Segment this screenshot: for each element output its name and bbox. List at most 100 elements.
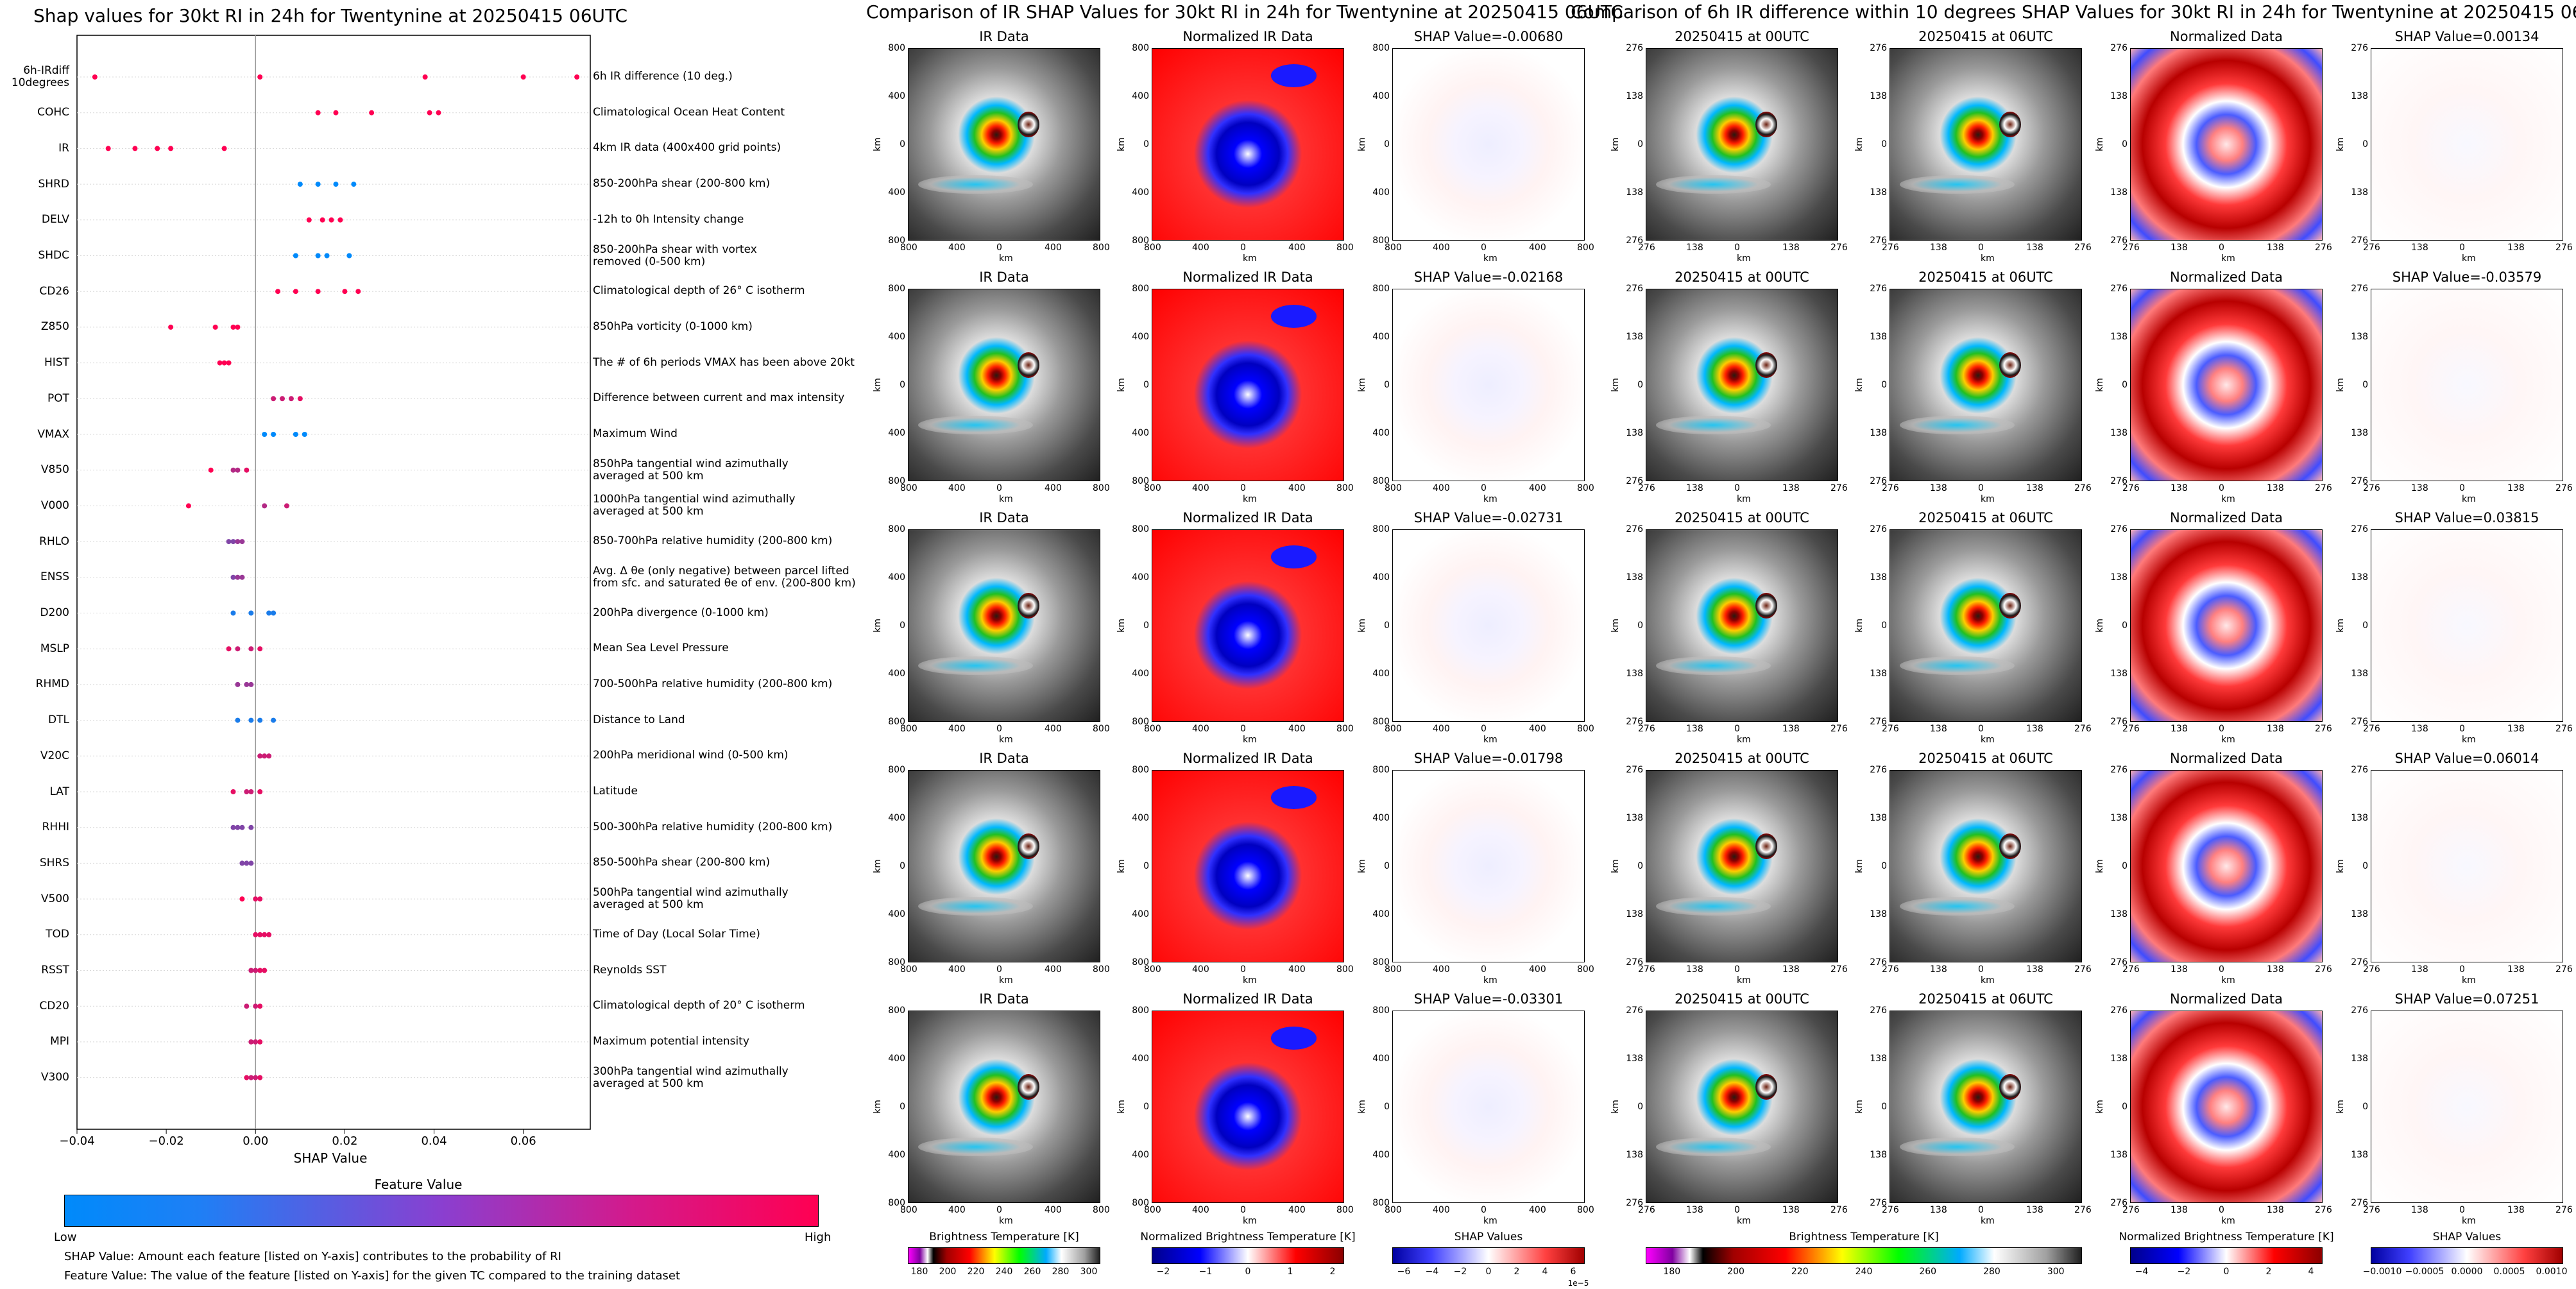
x-tick-label: 800 bbox=[1385, 243, 1402, 253]
y-tick-label: 400 bbox=[1372, 1150, 1390, 1160]
x-tick-label: 138 bbox=[1782, 724, 1800, 734]
storm-feature-icon bbox=[1017, 833, 1039, 860]
x-tick-label: 800 bbox=[1336, 1205, 1354, 1215]
feature-label: Z850 bbox=[40, 320, 69, 334]
y-tick-label: 800 bbox=[888, 43, 905, 53]
x-tick-label: 0 bbox=[1240, 483, 1246, 493]
x-tick-label: 800 bbox=[1093, 724, 1110, 734]
x-tick-label: 0 bbox=[1481, 243, 1487, 253]
subplot-title: 20250415 at 06UTC bbox=[1918, 29, 2053, 44]
subplot-title: SHAP Value=-0.02731 bbox=[1413, 510, 1564, 525]
shap-diff-image bbox=[2371, 48, 2563, 241]
subplot-title: SHAP Value=-0.03579 bbox=[2392, 269, 2542, 285]
y-tick-label: 138 bbox=[1870, 91, 1887, 101]
y-tick-label: 138 bbox=[2110, 909, 2128, 919]
x-axis-unit: km bbox=[1483, 253, 1497, 264]
colorbar-tick-label: 240 bbox=[1855, 1267, 1873, 1277]
y-tick-label: 276 bbox=[2110, 1005, 2128, 1016]
shap-point bbox=[253, 968, 259, 973]
x-tick-label: 138 bbox=[2026, 1205, 2043, 1215]
colorbar-tick-label: −0.0010 bbox=[2362, 1267, 2402, 1277]
colorbar-tick-label: 0.0010 bbox=[2536, 1267, 2568, 1277]
colorbar-tick-label: −2 bbox=[1453, 1267, 1467, 1277]
y-tick-label: 276 bbox=[2351, 717, 2368, 727]
x-tick-label: 138 bbox=[2507, 483, 2525, 493]
y-tick-label: 800 bbox=[1132, 43, 1149, 53]
y-tick-label: 276 bbox=[1870, 524, 1887, 534]
shap-point bbox=[262, 753, 268, 759]
subplot-title: SHAP Value=0.00134 bbox=[2394, 29, 2539, 44]
x-tick-label: 276 bbox=[1830, 1205, 1848, 1215]
x-tick-label: 138 bbox=[2026, 243, 2043, 253]
x-tick-label: 276 bbox=[2074, 964, 2092, 975]
shap-point bbox=[168, 146, 174, 151]
shap-point bbox=[235, 324, 241, 330]
feature-description: 6h IR difference (10 deg.) bbox=[593, 70, 733, 83]
y-tick-label: 138 bbox=[2110, 91, 2128, 101]
feature-description: 200hPa meridional wind (0-500 km) bbox=[593, 749, 789, 762]
y-tick-label: 0 bbox=[900, 620, 905, 631]
y-tick-label: 276 bbox=[1870, 284, 1887, 294]
y-tick-label: 400 bbox=[1132, 1150, 1149, 1160]
shap-point bbox=[132, 146, 138, 151]
subplot-title: Normalized Data bbox=[2170, 269, 2283, 285]
x-tick-label: 0 bbox=[1240, 243, 1246, 253]
x-axis-unit: km bbox=[1737, 975, 1751, 986]
x-tick-label: 276 bbox=[2074, 724, 2092, 734]
feature-description: The # of 6h periods VMAX has been above … bbox=[593, 355, 855, 369]
y-tick-label: 138 bbox=[2351, 572, 2368, 583]
x-tick-label: 400 bbox=[1192, 483, 1209, 493]
y-tick-label: 0 bbox=[1384, 1102, 1390, 1112]
y-tick-label: 138 bbox=[1870, 572, 1887, 583]
y-tick-label: 800 bbox=[888, 1198, 905, 1208]
cold-cloud-icon bbox=[1270, 545, 1317, 568]
shap-point bbox=[208, 467, 214, 473]
x-tick-label: 138 bbox=[1782, 243, 1800, 253]
subplot-title: SHAP Value=0.03815 bbox=[2394, 510, 2539, 525]
shap-point bbox=[92, 74, 98, 80]
y-tick-label: 800 bbox=[1132, 765, 1149, 775]
feature-description: 850-200hPa shear with vortex removed (0-… bbox=[593, 243, 757, 268]
y-axis-unit: km bbox=[2335, 378, 2346, 392]
colorbar-tick-label: −4 bbox=[2135, 1267, 2149, 1277]
x-axis-unit: km bbox=[999, 253, 1013, 264]
x-tick-label: 138 bbox=[2267, 964, 2284, 975]
x-tick-label: 800 bbox=[900, 1205, 917, 1215]
cold-cloud-icon bbox=[1270, 304, 1317, 328]
x-tick-label: 276 bbox=[2122, 964, 2140, 975]
norm-ir-image bbox=[1152, 529, 1344, 722]
y-axis-unit: km bbox=[2094, 1100, 2105, 1114]
x-tick-label: 800 bbox=[1577, 1205, 1594, 1215]
y-axis-unit: km bbox=[1854, 859, 1864, 873]
y-axis-unit: km bbox=[1116, 137, 1127, 151]
shap-point bbox=[315, 253, 321, 259]
x-axis-unit: km bbox=[2221, 1216, 2235, 1226]
shap-point bbox=[262, 432, 268, 437]
y-tick-label: 276 bbox=[2351, 235, 2368, 246]
x-axis-unit: km bbox=[1737, 735, 1751, 745]
norm-ir-image bbox=[1152, 770, 1344, 962]
shap-point bbox=[266, 753, 272, 759]
feature-label: RHHI bbox=[42, 821, 69, 834]
subplot-title: IR Data bbox=[979, 269, 1029, 285]
shap-point bbox=[257, 753, 263, 759]
feature-label: V850 bbox=[40, 463, 69, 477]
x-tick-label: 138 bbox=[2507, 243, 2525, 253]
feature-label: CD26 bbox=[39, 284, 69, 298]
feature-label: RHMD bbox=[35, 678, 69, 691]
y-axis-unit: km bbox=[1610, 378, 1621, 392]
shap-point bbox=[230, 539, 236, 545]
subplot-title: 20250415 at 00UTC bbox=[1675, 751, 1809, 766]
x-tick-label: 138 bbox=[1686, 964, 1703, 975]
shap-point bbox=[248, 1075, 254, 1080]
x-axis-unit: km bbox=[1981, 735, 1995, 745]
subplot-title: IR Data bbox=[979, 751, 1029, 766]
x-tick-label: 800 bbox=[1093, 483, 1110, 493]
y-tick-label: 276 bbox=[2351, 957, 2368, 968]
x-tick-label: 138 bbox=[2411, 964, 2428, 975]
feature-description: 850hPa tangential wind azimuthally avera… bbox=[593, 457, 789, 482]
shap-point bbox=[248, 646, 254, 652]
y-tick-label: 276 bbox=[2110, 476, 2128, 486]
y-tick-label: 138 bbox=[1626, 1054, 1643, 1064]
colorbar-tick-label: 4 bbox=[2308, 1267, 2314, 1277]
